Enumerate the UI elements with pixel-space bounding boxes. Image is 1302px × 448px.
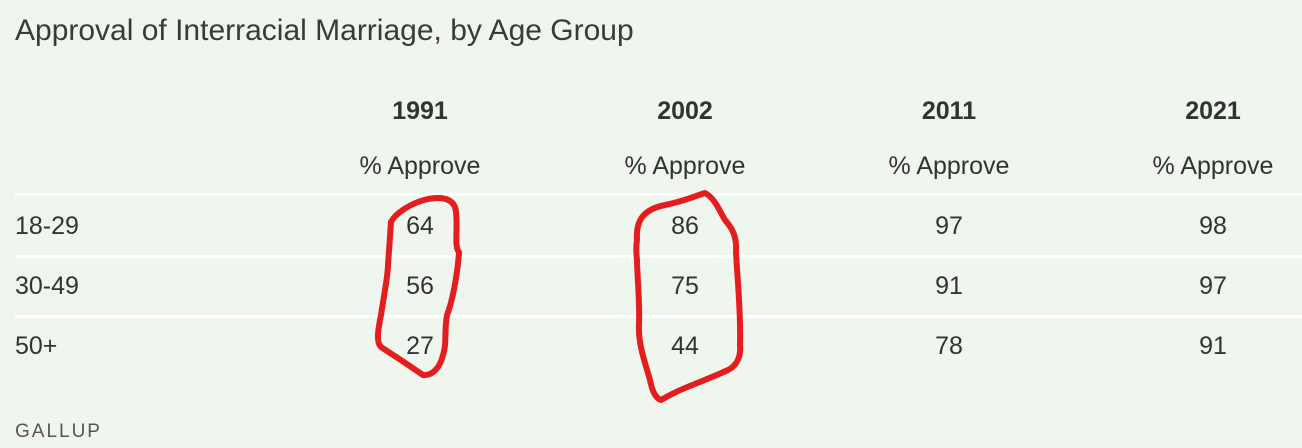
cell-50-plus-2011: 78 [935, 332, 963, 360]
subheader-2002: % Approve [624, 152, 746, 180]
cell-50-plus-2002: 44 [671, 332, 699, 360]
cell-50-plus-1991: 27 [406, 332, 434, 360]
row-label-18-29: 18-29 [15, 212, 79, 240]
cell-18-29-2002: 86 [671, 212, 699, 240]
subheader-1991: % Approve [359, 152, 481, 180]
cell-50-plus-2021: 91 [1199, 332, 1227, 360]
cell-30-49-2021: 97 [1199, 272, 1227, 300]
cell-18-29-1991: 64 [406, 212, 434, 240]
chart-title: Approval of Interracial Marriage, by Age… [15, 14, 634, 47]
divider-header [15, 193, 1302, 196]
cell-30-49-1991: 56 [406, 272, 434, 300]
cell-18-29-2011: 97 [935, 212, 963, 240]
year-header-2021: 2021 [1185, 97, 1241, 125]
subheader-2021: % Approve [1152, 152, 1274, 180]
cell-30-49-2002: 75 [671, 272, 699, 300]
year-header-2002: 2002 [657, 97, 713, 125]
row-label-50-plus: 50+ [15, 332, 58, 360]
cell-18-29-2021: 98 [1199, 212, 1227, 240]
year-header-2011: 2011 [921, 97, 977, 125]
source-label: GALLUP [15, 421, 102, 442]
year-header-1991: 1991 [392, 97, 448, 125]
divider-row-2 [15, 315, 1302, 318]
cell-30-49-2011: 91 [935, 272, 963, 300]
row-label-30-49: 30-49 [15, 272, 79, 300]
subheader-2011: % Approve [888, 152, 1010, 180]
divider-row-1 [15, 255, 1302, 258]
